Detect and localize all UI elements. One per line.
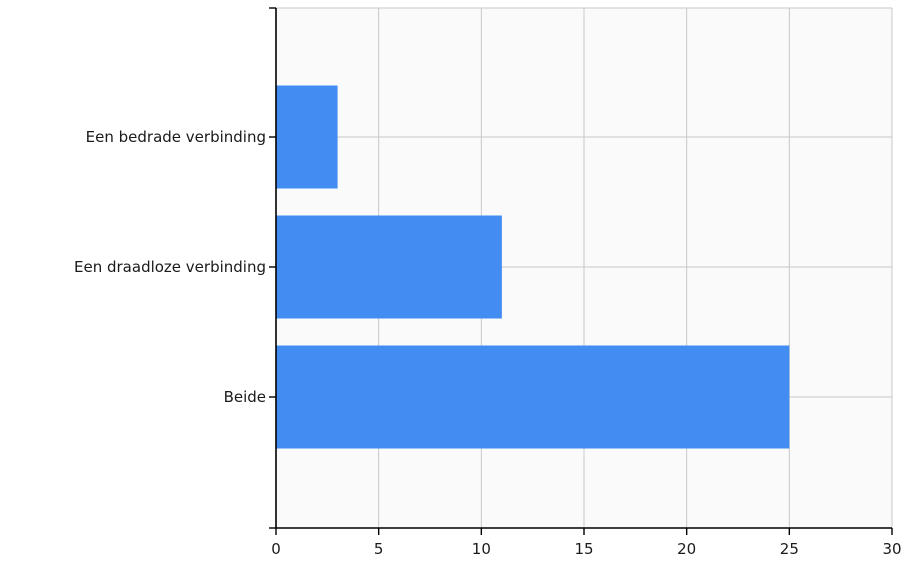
x-tick-label: 15 — [574, 540, 593, 558]
x-axis-ticks: 0 5 10 15 20 25 30 — [271, 528, 902, 558]
bars — [276, 85, 790, 449]
x-tick-label: 0 — [271, 540, 281, 558]
bar — [276, 215, 502, 319]
category-label: Een bedrade verbinding — [86, 128, 266, 146]
x-tick-label: 30 — [882, 540, 901, 558]
category-label: Een draadloze verbinding — [74, 258, 266, 276]
x-tick-label: 10 — [472, 540, 491, 558]
y-axis-ticks: Een bedrade verbinding Een draadloze verb… — [74, 7, 276, 529]
bar — [276, 345, 790, 449]
x-tick-label: 20 — [677, 540, 696, 558]
bar — [276, 85, 338, 189]
category-label: Beide — [224, 388, 266, 406]
x-tick-label: 25 — [780, 540, 799, 558]
x-tick-label: 5 — [374, 540, 384, 558]
